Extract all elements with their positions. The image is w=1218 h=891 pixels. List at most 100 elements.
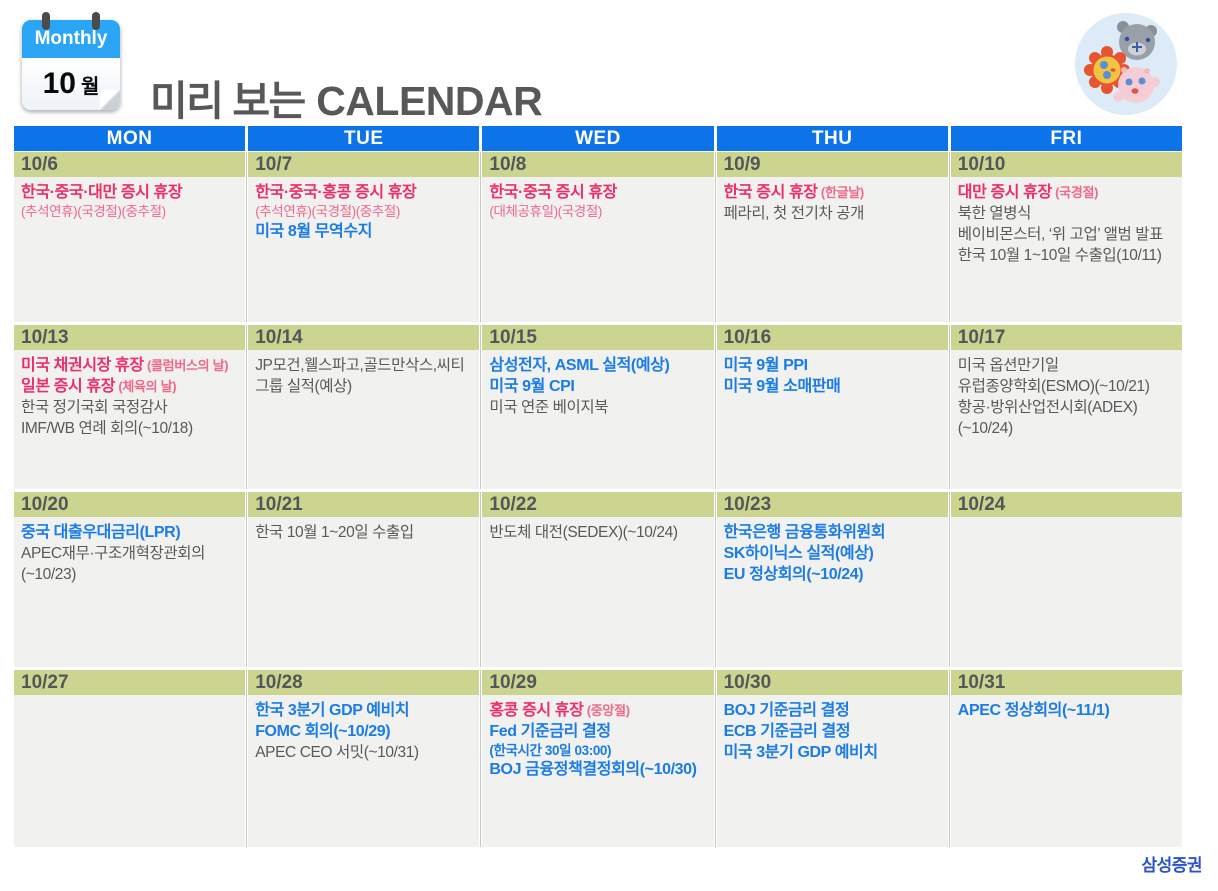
event-text: 중국 대출우대금리(LPR) xyxy=(21,524,181,541)
mascot-characters-icon xyxy=(1074,12,1178,116)
date-label: 10/23 xyxy=(716,492,948,517)
cell-events: 한국·중국·대만 증시 휴장 (추석연휴)(국경절)(중추절) xyxy=(14,177,246,322)
day-header-row: MON TUE WED THU FRI xyxy=(14,126,1182,151)
event-text: 미국 9월 소매판매 xyxy=(723,378,841,395)
calendar-week-row: 10/13 미국 채권시장 휴장 (콜럼버스의 날) 일본 증시 휴장 (체육의 날… xyxy=(14,325,1182,489)
event-text: APEC재무·구조개혁장관회의(~10/23) xyxy=(21,545,205,583)
page-header: Monthly 10 월 미리 보는 CALENDAR xyxy=(0,0,1218,126)
monthly-calendar-badge: Monthly 10 월 xyxy=(22,12,120,112)
date-label: 10/28 xyxy=(248,670,480,695)
date-label: 10/6 xyxy=(14,152,246,177)
date-label: 10/17 xyxy=(950,325,1182,350)
badge-monthly-label: Monthly xyxy=(22,20,120,58)
date-label: 10/20 xyxy=(14,492,246,517)
event-item: FOMC 회의(~10/29) xyxy=(255,721,472,742)
event-text: 한국 증시 휴장 xyxy=(723,184,818,201)
calendar-week-row: 10/27 10/28 한국 3분기 GDP 예비치 FOMC 회의(~10/29) A… xyxy=(14,670,1182,847)
cell-events: 삼성전자, ASML 실적(예상) 미국 9월 CPI 미국 연준 베이지북 xyxy=(482,350,714,489)
date-label: 10/13 xyxy=(14,325,246,350)
event-item: ECB 기준금리 결정 xyxy=(724,721,941,742)
calendar-cell-10-14: 10/14 JP모건,웰스파고,골드만삭스,씨티그룹 실적(예상) xyxy=(248,325,482,489)
event-item: 일본 증시 휴장 (체육의 날) xyxy=(21,376,238,397)
event-text: 미국 9월 PPI xyxy=(723,357,809,374)
day-header-tue: TUE xyxy=(248,126,480,151)
cell-events: 한국·중국·홍콩 증시 휴장 (추석연휴)(국경절)(중추절) 미국 8월 무역수지 xyxy=(248,177,480,322)
event-item: 페라리, 첫 전기차 공개 xyxy=(724,203,941,224)
event-text: 한국·중국·대만 증시 휴장 xyxy=(21,184,183,201)
event-item: (한국시간 30일 03:00) xyxy=(489,742,706,759)
page-title-english: CALENDAR xyxy=(316,78,543,125)
event-item: 미국 옵션만기일 xyxy=(958,355,1175,376)
event-text: 홍콩 증시 휴장 xyxy=(489,702,584,719)
event-note: (중앙절) xyxy=(583,703,630,718)
calendar-cell-10-16: 10/16 미국 9월 PPI 미국 9월 소매판매 xyxy=(716,325,951,489)
calendar-flip-icon: Monthly 10 월 xyxy=(22,20,120,110)
date-label: 10/9 xyxy=(716,152,948,177)
badge-pin-icon xyxy=(42,12,50,30)
date-label: 10/27 xyxy=(14,670,246,695)
event-item: 유럽종양학회(ESMO)(~10/21) xyxy=(958,376,1175,397)
event-item: JP모건,웰스파고,골드만삭스,씨티그룹 실적(예상) xyxy=(255,355,472,397)
event-text: 유럽종양학회(ESMO)(~10/21) xyxy=(957,378,1150,395)
calendar-cell-10-15: 10/15 삼성전자, ASML 실적(예상) 미국 9월 CPI 미국 연준 베이지… xyxy=(482,325,716,489)
event-text: BOJ 금융정책결정회의(~10/30) xyxy=(489,761,697,778)
event-item: 미국 연준 베이지북 xyxy=(489,397,706,418)
date-label: 10/30 xyxy=(716,670,948,695)
event-item: 삼성전자, ASML 실적(예상) xyxy=(489,355,706,376)
calendar-cell-10-13: 10/13 미국 채권시장 휴장 (콜럼버스의 날) 일본 증시 휴장 (체육의 날… xyxy=(14,325,248,489)
event-text: 베이비몬스터, ‘위 고업’ 앨범 발표 xyxy=(957,226,1164,243)
event-item: 미국 9월 소매판매 xyxy=(724,376,941,397)
event-text: 미국 3분기 GDP 예비치 xyxy=(723,744,878,761)
event-text: (추석연휴)(국경절)(중추절) xyxy=(255,204,400,219)
event-item: (대체공휴일)(국경절) xyxy=(489,203,706,221)
calendar-cell-10-9: 10/9 한국 증시 휴장 (한글날) 페라리, 첫 전기차 공개 xyxy=(716,152,951,322)
badge-pin-icon xyxy=(92,12,100,30)
event-item: APEC CEO 서밋(~10/31) xyxy=(255,742,472,763)
date-label: 10/14 xyxy=(248,325,480,350)
event-text: SK하이닉스 실적(예상) xyxy=(723,545,874,562)
event-note: (체육의 날) xyxy=(115,379,177,394)
cell-events: 한국 10월 1~20일 수출입 xyxy=(248,517,480,667)
event-text: 미국 옵션만기일 xyxy=(957,357,1059,374)
calendar-grid: MON TUE WED THU FRI 10/6 한국·중국·대만 증시 휴장 (추석연휴)(… xyxy=(14,126,1182,850)
calendar-cell-10-31: 10/31 APEC 정상회의(~11/1) xyxy=(950,670,1182,847)
event-item: 미국 8월 무역수지 xyxy=(255,221,472,242)
cell-events: APEC 정상회의(~11/1) xyxy=(950,695,1182,847)
event-item: 한국 10월 1~20일 수출입 xyxy=(255,522,472,543)
calendar-cell-10-6: 10/6 한국·중국·대만 증시 휴장 (추석연휴)(국경절)(중추절) xyxy=(14,152,248,322)
event-text: 페라리, 첫 전기차 공개 xyxy=(723,205,865,222)
calendar-cell-10-8: 10/8 한국·중국 증시 휴장 (대체공휴일)(국경절) xyxy=(482,152,716,322)
date-label: 10/10 xyxy=(950,152,1182,177)
date-label: 10/29 xyxy=(482,670,714,695)
date-label: 10/7 xyxy=(248,152,480,177)
event-text: 한국 3분기 GDP 예비치 xyxy=(255,702,410,719)
event-text: FOMC 회의(~10/29) xyxy=(255,723,391,740)
cell-events: 한국은행 금융통화위원회 SK하이닉스 실적(예상) EU 정상회의(~10/24) xyxy=(716,517,948,667)
event-item: (추석연휴)(국경절)(중추절) xyxy=(21,203,238,221)
event-text: APEC CEO 서밋(~10/31) xyxy=(255,744,419,761)
event-text: 한국은행 금융통화위원회 xyxy=(723,524,886,541)
cell-events xyxy=(14,695,246,847)
cell-events: JP모건,웰스파고,골드만삭스,씨티그룹 실적(예상) xyxy=(248,350,480,489)
event-item: BOJ 금융정책결정회의(~10/30) xyxy=(489,759,706,780)
event-text: 항공·방위산업전시회(ADEX)(~10/24) xyxy=(957,399,1138,437)
event-item: 한국 증시 휴장 (한글날) xyxy=(724,182,941,203)
event-item: 미국 9월 PPI xyxy=(724,355,941,376)
event-text: APEC 정상회의(~11/1) xyxy=(957,702,1110,719)
event-item: BOJ 기준금리 결정 xyxy=(724,700,941,721)
date-label: 10/21 xyxy=(248,492,480,517)
event-text: BOJ 기준금리 결정 xyxy=(723,702,850,719)
event-item: 중국 대출우대금리(LPR) xyxy=(21,522,238,543)
calendar-cell-10-27: 10/27 xyxy=(14,670,248,847)
event-text: EU 정상회의(~10/24) xyxy=(723,566,864,583)
calendar-cell-10-20: 10/20 중국 대출우대금리(LPR) APEC재무·구조개혁장관회의(~10/2… xyxy=(14,492,248,667)
date-label: 10/22 xyxy=(482,492,714,517)
event-text: Fed 기준금리 결정 xyxy=(489,723,611,740)
date-label: 10/31 xyxy=(950,670,1182,695)
calendar-week-row: 10/6 한국·중국·대만 증시 휴장 (추석연휴)(국경절)(중추절) 10/7 한국… xyxy=(14,152,1182,322)
calendar-cell-10-21: 10/21 한국 10월 1~20일 수출입 xyxy=(248,492,482,667)
day-header-mon: MON xyxy=(14,126,246,151)
event-text: 일본 증시 휴장 xyxy=(21,378,116,395)
event-item: SK하이닉스 실적(예상) xyxy=(724,543,941,564)
